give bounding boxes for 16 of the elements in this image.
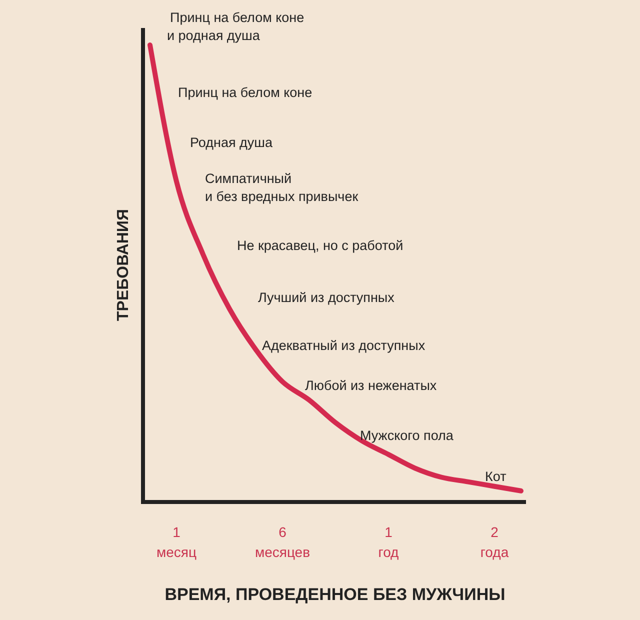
x-tick-label: 2 года [480, 524, 509, 560]
annotation: Лучший из доступных [258, 290, 395, 305]
annotation: Симпатичный и без вредных привычек [205, 171, 358, 204]
x-tick-label: 1 месяц [156, 524, 197, 560]
annotation: Не красавец, но с работой [237, 238, 404, 253]
y-axis-title: ТРЕБОВАНИЯ [115, 209, 132, 321]
annotation: Адекватный из доступных [262, 338, 426, 353]
annotation: Принц на белом коне [178, 85, 312, 100]
annotation: Мужского пола [360, 428, 454, 443]
x-tick-label: 6 месяцев [254, 524, 310, 560]
text: Принц на белом коне и родная душа [167, 10, 304, 43]
annotation: Любой из неженатых [305, 378, 437, 393]
annotation: Родная душа [190, 135, 273, 150]
x-tick-label: 1 год [378, 524, 399, 560]
annotation: Кот [485, 469, 506, 484]
x-axis-title: ВРЕМЯ, ПРОВЕДЕННОЕ БЕЗ МУЖЧИНЫ [164, 585, 506, 604]
